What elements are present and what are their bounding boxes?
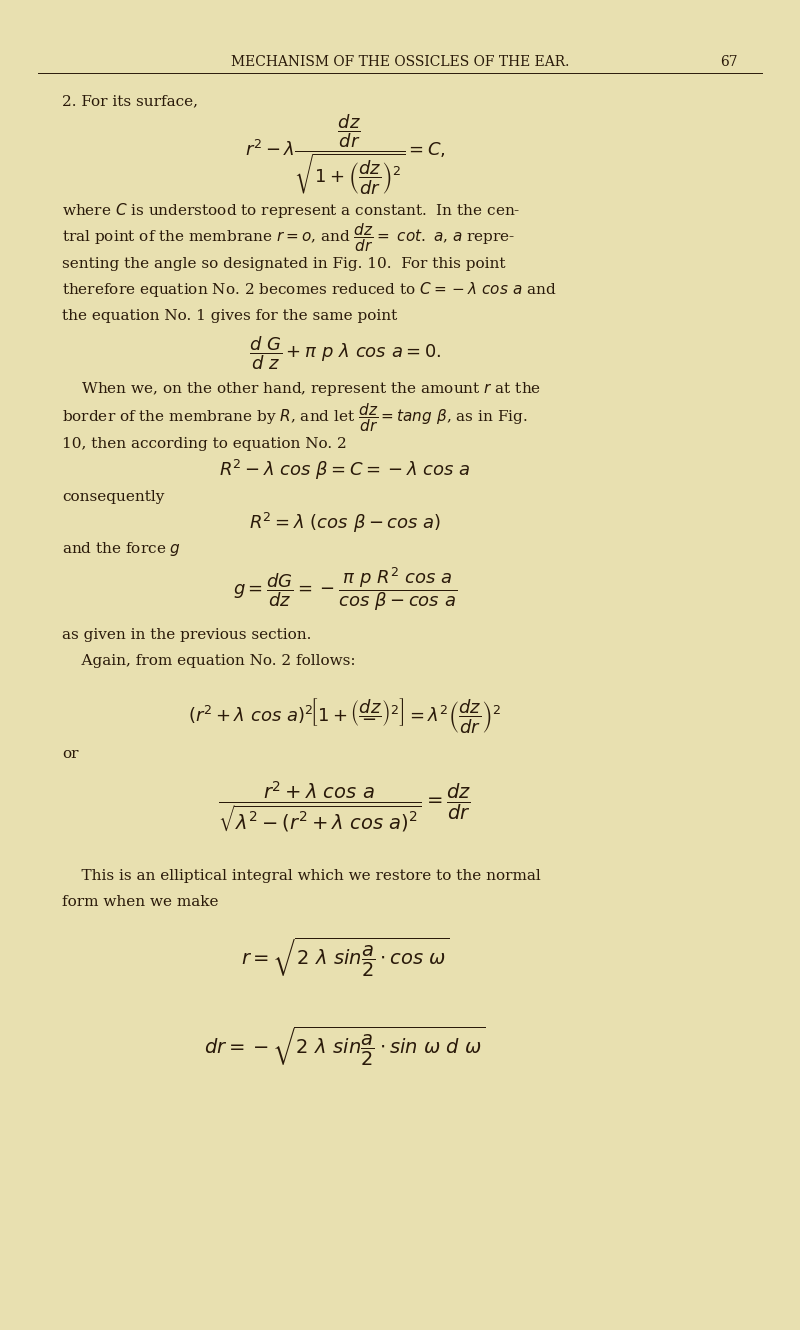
Text: When we, on the other hand, represent the amount $r$ at the: When we, on the other hand, represent th…: [62, 379, 541, 398]
Text: 2. For its surface,: 2. For its surface,: [62, 94, 198, 109]
Text: $\dfrac{r^2 + \lambda\ \mathit{cos\ a}}{\sqrt{\lambda^2 - (r^2 + \lambda\ \mathi: $\dfrac{r^2 + \lambda\ \mathit{cos\ a}}{…: [218, 779, 472, 834]
Text: $r^2 - \lambda \dfrac{\dfrac{dz}{dr}}{\sqrt{1 + \left(\dfrac{dz}{dr}\right)^2}} : $r^2 - \lambda \dfrac{\dfrac{dz}{dr}}{\s…: [245, 113, 446, 197]
Text: MECHANISM OF THE OSSICLES OF THE EAR.: MECHANISM OF THE OSSICLES OF THE EAR.: [231, 56, 569, 69]
Text: senting the angle so designated in Fig. 10.  For this point: senting the angle so designated in Fig. …: [62, 257, 506, 270]
Text: $R^2 = \lambda\ (\mathit{cos\ \beta} - \mathit{cos\ a})$: $R^2 = \lambda\ (\mathit{cos\ \beta} - \…: [249, 511, 441, 535]
Text: where $C$ is understood to represent a constant.  In the cen-: where $C$ is understood to represent a c…: [62, 201, 520, 221]
Text: $dr = -\sqrt{2\ \lambda\ \mathit{sin}\dfrac{a}{2}\cdot \mathit{sin\ \omega\ d\ \: $dr = -\sqrt{2\ \lambda\ \mathit{sin}\df…: [204, 1025, 486, 1068]
Text: $R^2 - \lambda\ \mathit{cos\ \beta} = C = -\lambda\ \mathit{cos\ a}$: $R^2 - \lambda\ \mathit{cos\ \beta} = C …: [219, 458, 471, 483]
Text: and the force $g$: and the force $g$: [62, 540, 181, 559]
Text: $(r^2 + \lambda\ \mathit{cos\ a})^2\!\left[1 + \left(\dfrac{dz}{-}\right)^2\righ: $(r^2 + \lambda\ \mathit{cos\ a})^2\!\le…: [188, 696, 502, 734]
Text: 67: 67: [721, 56, 738, 69]
Text: border of the membrane by $R$, and let $\dfrac{dz}{dr} = \mathit{tang\ \beta}$, : border of the membrane by $R$, and let $…: [62, 402, 527, 434]
Text: tral point of the membrane $r = o$, and $\dfrac{dz}{dr} = $ $\mathit{cot.\ a}$, : tral point of the membrane $r = o$, and …: [62, 221, 515, 254]
Text: This is an elliptical integral which we restore to the normal: This is an elliptical integral which we …: [62, 868, 541, 883]
Text: or: or: [62, 747, 78, 762]
Text: $\dfrac{d\ G}{d\ z} + \pi\ p\ \lambda\ \mathit{cos\ a} = 0.$: $\dfrac{d\ G}{d\ z} + \pi\ p\ \lambda\ \…: [249, 334, 442, 372]
Text: therefore equation No. 2 becomes reduced to $C = -\lambda\ \mathit{cos\ a}$ and: therefore equation No. 2 becomes reduced…: [62, 281, 557, 299]
Text: as given in the previous section.: as given in the previous section.: [62, 628, 311, 642]
Text: $g = \dfrac{dG}{dz} = -\dfrac{\pi\ p\ R^2\ \mathit{cos\ a}}{\mathit{cos\ \beta} : $g = \dfrac{dG}{dz} = -\dfrac{\pi\ p\ R^…: [233, 565, 457, 613]
Text: 10, then according to equation No. 2: 10, then according to equation No. 2: [62, 436, 346, 451]
Text: consequently: consequently: [62, 489, 164, 504]
Text: the equation No. 1 gives for the same point: the equation No. 1 gives for the same po…: [62, 310, 398, 323]
Text: form when we make: form when we make: [62, 895, 218, 908]
Text: Again, from equation No. 2 follows:: Again, from equation No. 2 follows:: [62, 654, 355, 668]
Text: $r = \sqrt{2\ \lambda\ \mathit{sin}\dfrac{a}{2}\cdot \mathit{cos\ \omega}}$: $r = \sqrt{2\ \lambda\ \mathit{sin}\dfra…: [241, 935, 450, 979]
